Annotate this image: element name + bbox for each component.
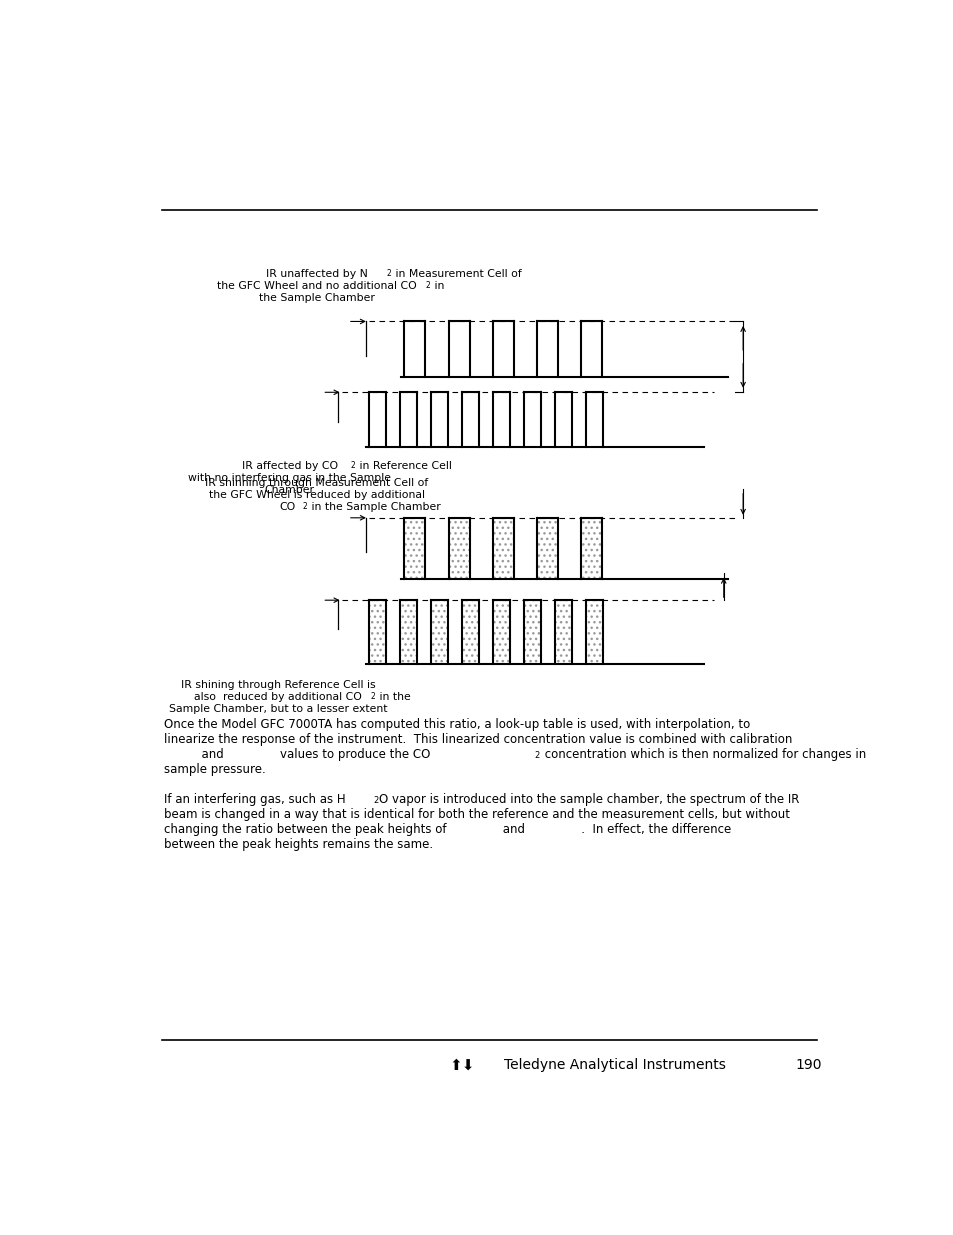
Text: in the: in the xyxy=(375,692,410,701)
Text: Once the Model GFC 7000TA has computed this ratio, a look-up table is used, with: Once the Model GFC 7000TA has computed t… xyxy=(164,718,750,731)
Text: in Measurement Cell of: in Measurement Cell of xyxy=(392,269,521,279)
Text: $_2$: $_2$ xyxy=(301,501,308,514)
Text: IR affected by CO: IR affected by CO xyxy=(241,461,337,472)
Text: the Sample Chamber: the Sample Chamber xyxy=(258,293,375,303)
Text: $_2$: $_2$ xyxy=(386,268,392,280)
Bar xyxy=(523,600,540,664)
Bar xyxy=(580,517,601,579)
Bar xyxy=(493,600,509,664)
Text: sample pressure.: sample pressure. xyxy=(164,763,266,776)
Text: in the Sample Chamber: in the Sample Chamber xyxy=(308,501,440,513)
Text: $_2$: $_2$ xyxy=(373,793,379,805)
Bar xyxy=(431,600,447,664)
Text: $_2$: $_2$ xyxy=(534,748,539,761)
Bar xyxy=(493,517,513,579)
Bar xyxy=(585,600,602,664)
Bar xyxy=(448,517,469,579)
Text: the GFC Wheel and no additional CO: the GFC Wheel and no additional CO xyxy=(216,280,416,290)
Text: $_2$: $_2$ xyxy=(369,690,375,703)
Bar xyxy=(369,600,385,664)
Bar xyxy=(555,600,571,664)
Text: linearize the response of the instrument.  This linearized concentration value i: linearize the response of the instrument… xyxy=(164,734,792,746)
Text: CO: CO xyxy=(279,501,295,513)
Text: Teledyne Analytical Instruments: Teledyne Analytical Instruments xyxy=(504,1058,725,1072)
Text: If an interfering gas, such as H: If an interfering gas, such as H xyxy=(164,793,345,805)
Text: beam is changed in a way that is identical for both the reference and the measur: beam is changed in a way that is identic… xyxy=(164,808,789,821)
Text: also  reduced by additional CO: also reduced by additional CO xyxy=(194,692,362,701)
Text: in: in xyxy=(431,280,444,290)
Text: O vapor is introduced into the sample chamber, the spectrum of the IR: O vapor is introduced into the sample ch… xyxy=(379,793,799,805)
Bar xyxy=(404,517,425,579)
Text: IR unaffected by N: IR unaffected by N xyxy=(266,269,368,279)
Text: between the peak heights remains the same.: between the peak heights remains the sam… xyxy=(164,837,433,851)
Text: Chamber: Chamber xyxy=(265,485,314,495)
Text: IR shinning through Measurement Cell of: IR shinning through Measurement Cell of xyxy=(205,478,428,488)
Text: IR shining through Reference Cell is: IR shining through Reference Cell is xyxy=(181,680,375,690)
Text: $_2$: $_2$ xyxy=(424,279,431,291)
Text: concentration which is then normalized for changes in: concentration which is then normalized f… xyxy=(540,748,865,761)
Text: the GFC Wheel is reduced by additional: the GFC Wheel is reduced by additional xyxy=(209,490,424,500)
Bar xyxy=(537,517,558,579)
Text: in Reference Cell: in Reference Cell xyxy=(355,461,452,472)
Text: changing the ratio between the peak heights of               and               .: changing the ratio between the peak heig… xyxy=(164,823,731,836)
Bar xyxy=(461,600,478,664)
Text: 190: 190 xyxy=(795,1058,821,1072)
Text: and               values to produce the CO: and values to produce the CO xyxy=(164,748,430,761)
Bar xyxy=(399,600,416,664)
Text: Sample Chamber, but to a lesser extent: Sample Chamber, but to a lesser extent xyxy=(169,704,387,714)
Text: ⬆⬇: ⬆⬇ xyxy=(449,1057,474,1073)
Text: with no interfering gas in the Sample: with no interfering gas in the Sample xyxy=(188,473,391,483)
Text: $_2$: $_2$ xyxy=(350,459,355,473)
